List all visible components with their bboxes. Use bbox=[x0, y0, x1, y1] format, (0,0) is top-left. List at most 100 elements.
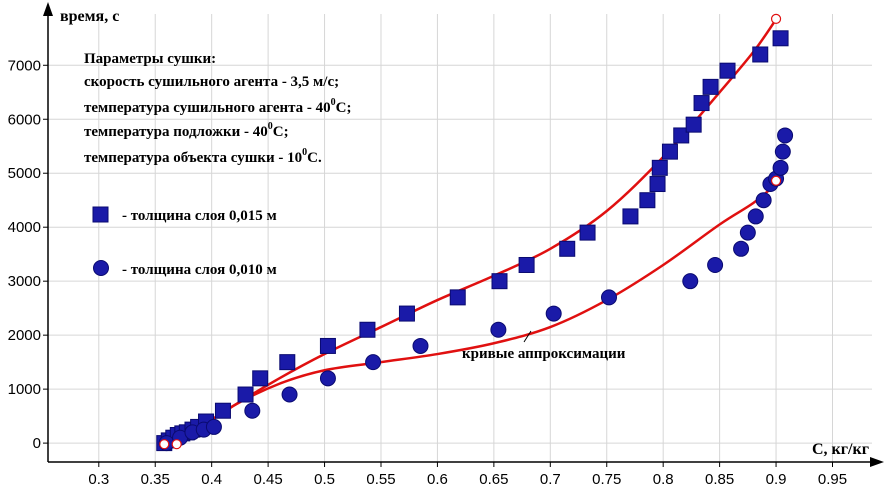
data-point-square bbox=[252, 370, 269, 387]
x-tick-label: 0.95 bbox=[818, 471, 847, 488]
parameter-line: температура подложки - 400С; bbox=[84, 121, 289, 140]
y-axis-arrow bbox=[43, 2, 53, 16]
y-ticks: 0 1000 2000 3000 4000 5000 6000 7000 bbox=[8, 57, 48, 452]
parameter-line-tail: С; bbox=[273, 124, 289, 140]
parameter-line-tail: С; bbox=[336, 100, 352, 116]
curve-end-marker bbox=[159, 439, 170, 450]
data-point-square bbox=[398, 305, 415, 322]
data-point-circle bbox=[412, 337, 429, 354]
data-point-circle bbox=[319, 370, 336, 387]
data-point-square bbox=[622, 208, 639, 225]
data-point-square bbox=[319, 337, 336, 354]
legend-entry-label: - толщина слоя 0,015 м bbox=[122, 208, 277, 224]
data-point-circle bbox=[600, 289, 617, 306]
data-point-square bbox=[752, 46, 769, 63]
x-ticks: 0.3 0.35 0.4 0.45 0.5 0.55 0.6 0.65 0.7 0.75 0.8 0.… bbox=[88, 462, 847, 488]
data-point-circle bbox=[545, 305, 562, 322]
x-tick-label: 0.8 bbox=[653, 471, 674, 488]
curve-end-marker bbox=[770, 175, 782, 186]
x-tick-label: 0.65 bbox=[479, 471, 508, 488]
data-point-circle bbox=[365, 354, 382, 371]
data-point-circle bbox=[707, 256, 724, 273]
curve-end-markers bbox=[159, 13, 782, 450]
data-point-circle bbox=[733, 240, 750, 257]
parameter-line-tail: С. bbox=[307, 150, 322, 166]
data-point-square bbox=[685, 116, 702, 133]
parameters-title: Параметры сушки: bbox=[84, 51, 216, 67]
curve-end-marker bbox=[770, 13, 782, 24]
data-point-square bbox=[214, 402, 231, 419]
data-point-square bbox=[449, 289, 466, 306]
parameter-line: температура объекта сушки - 100С. bbox=[84, 147, 322, 166]
data-point-circle bbox=[490, 321, 507, 338]
data-point-square bbox=[702, 78, 719, 95]
data-point-square bbox=[518, 256, 535, 273]
data-point-square bbox=[693, 95, 710, 112]
x-axis-label: С, кг/кг bbox=[812, 441, 869, 458]
y-axis-label: время, с bbox=[60, 8, 119, 25]
data-point-square bbox=[639, 192, 656, 209]
data-point-square bbox=[579, 224, 596, 241]
annotation-label: кривые аппроксимации bbox=[462, 346, 626, 362]
y-tick-label: 2000 bbox=[8, 327, 41, 344]
x-tick-label: 0.3 bbox=[88, 471, 109, 488]
legend: - толщина слоя 0,015 м - толщина слоя 0,… bbox=[92, 206, 277, 278]
degree-sup: 0 bbox=[331, 97, 336, 108]
parameters-block: Параметры сушки: скорость сушильного аге… bbox=[84, 51, 352, 166]
data-point-square bbox=[359, 321, 376, 338]
data-point-circle bbox=[777, 127, 794, 144]
data-point-square bbox=[237, 386, 254, 403]
x-tick-label: 0.9 bbox=[766, 471, 787, 488]
data-point-circle bbox=[772, 159, 789, 176]
parameter-line-text: температура подложки - 40 bbox=[84, 124, 268, 140]
y-tick-label: 7000 bbox=[8, 57, 41, 74]
data-point-square bbox=[661, 143, 678, 160]
data-point-circle bbox=[747, 208, 764, 225]
x-tick-label: 0.45 bbox=[254, 471, 283, 488]
y-tick-label: 4000 bbox=[8, 219, 41, 236]
degree-sup: 0 bbox=[268, 121, 273, 132]
data-point-square bbox=[651, 159, 668, 176]
annotation-pointer bbox=[523, 330, 532, 343]
data-point-circle bbox=[205, 418, 222, 435]
data-point-circle bbox=[244, 402, 261, 419]
data-point-square bbox=[673, 127, 690, 144]
x-tick-label: 0.75 bbox=[592, 471, 621, 488]
data-point-circle bbox=[755, 192, 772, 209]
y-tick-label: 5000 bbox=[8, 165, 41, 182]
y-tick-label: 3000 bbox=[8, 273, 41, 290]
data-point-circle bbox=[281, 386, 298, 403]
data-point-square bbox=[649, 176, 666, 193]
data-point-circle bbox=[739, 224, 756, 241]
parameter-line: скорость сушильного агента - 3,5 м/с; bbox=[84, 74, 339, 90]
data-point-circle bbox=[682, 273, 699, 290]
data-point-square bbox=[279, 354, 296, 371]
x-tick-label: 0.55 bbox=[366, 471, 395, 488]
data-point-square bbox=[719, 62, 736, 79]
parameter-line-text: скорость сушильного агента - 3,5 м/с; bbox=[84, 74, 339, 90]
annotation: кривые аппроксимации bbox=[462, 330, 626, 362]
x-tick-label: 0.4 bbox=[201, 471, 222, 488]
x-tick-label: 0.85 bbox=[705, 471, 734, 488]
y-tick-label: 6000 bbox=[8, 111, 41, 128]
x-tick-label: 0.7 bbox=[540, 471, 561, 488]
curve-end-marker bbox=[171, 439, 182, 450]
y-tick-label: 1000 bbox=[8, 381, 41, 398]
axes bbox=[43, 2, 884, 467]
data-point-square bbox=[559, 240, 576, 257]
parameter-line: температура сушильного агента - 400С; bbox=[84, 97, 352, 116]
x-tick-label: 0.5 bbox=[314, 471, 335, 488]
data-point-square bbox=[772, 30, 789, 47]
data-point-square bbox=[491, 273, 508, 290]
legend-marker-circle bbox=[93, 260, 109, 276]
x-tick-label: 0.35 bbox=[141, 471, 170, 488]
parameter-line-text: температура сушильного агента - 40 bbox=[84, 100, 331, 116]
x-tick-label: 0.6 bbox=[427, 471, 448, 488]
parameter-line-text: температура объекта сушки - 10 bbox=[84, 150, 302, 166]
legend-entry-label: - толщина слоя 0,010 м bbox=[122, 262, 277, 278]
data-markers bbox=[156, 30, 794, 452]
x-axis-arrow bbox=[870, 457, 884, 467]
legend-marker-square bbox=[92, 206, 109, 223]
data-point-circle bbox=[774, 143, 791, 160]
